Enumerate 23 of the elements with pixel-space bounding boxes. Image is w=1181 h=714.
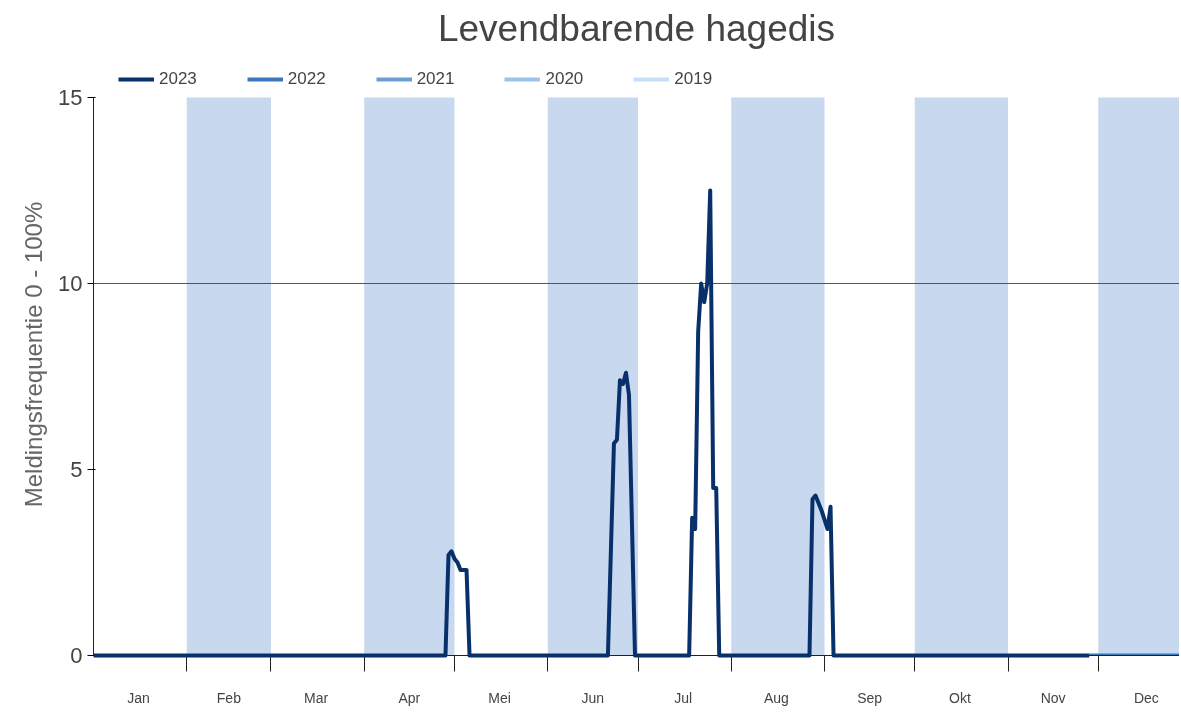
x-tick-label: Mar [304, 689, 329, 706]
y-tick-label: 0 [70, 643, 83, 668]
y-tick-label: 5 [70, 457, 83, 482]
legend-label: 2023 [159, 69, 197, 89]
x-tick-label: Apr [398, 689, 421, 706]
legend-label: 2019 [674, 69, 713, 89]
x-tick-label: Mei [488, 689, 511, 706]
y-tick-label: 15 [58, 85, 83, 110]
x-tick-label: Jan [127, 689, 150, 706]
x-tick-label: Jul [674, 689, 693, 706]
x-tick-label: Okt [949, 689, 971, 706]
legend-label: 2021 [416, 69, 455, 89]
chart-title: Levendbarende hagedis [437, 7, 836, 49]
legend-label: 2022 [287, 69, 326, 89]
legend-label: 2020 [545, 69, 584, 89]
x-tick-label: Jun [581, 689, 605, 706]
y-tick-label: 10 [58, 271, 83, 296]
x-tick-label: Feb [216, 689, 242, 706]
y-axis-title: Meldingsfrequentie 0 - 100% [20, 201, 48, 508]
x-tick-label: Aug [763, 689, 789, 706]
x-tick-label: Nov [1040, 689, 1066, 706]
x-tick-label: Sep [857, 689, 883, 706]
x-tick-label: Dec [1133, 689, 1159, 706]
